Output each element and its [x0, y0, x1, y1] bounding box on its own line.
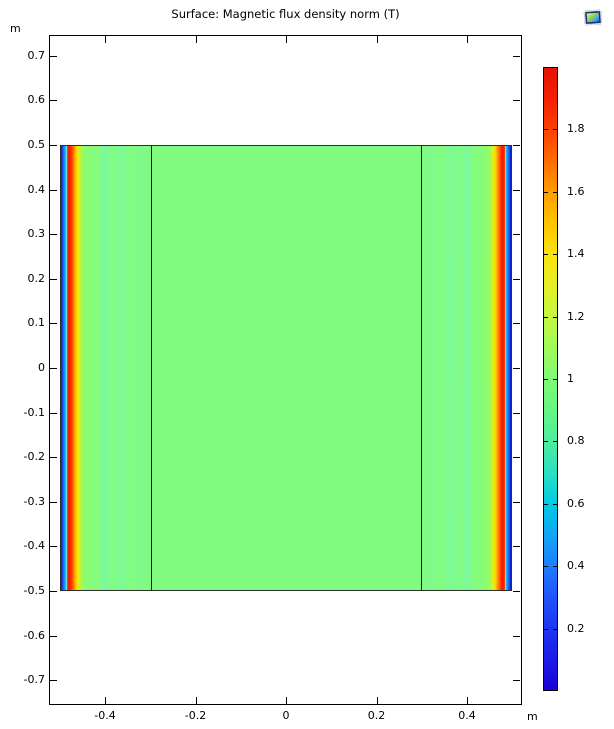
colorbar-tick	[544, 379, 548, 380]
x-axis-tick	[105, 36, 106, 43]
y-tick-label: 0.6	[27, 93, 46, 107]
y-tick-label: -0.2	[23, 450, 45, 464]
x-axis-tick	[467, 36, 468, 43]
colorbar-tick-label: 0.2	[567, 621, 585, 635]
x-tick-label: 0.2	[367, 709, 386, 722]
y-tick-label: -0.6	[23, 628, 45, 642]
y-axis-tick	[513, 100, 520, 102]
y-tick-label: 0.7	[27, 48, 46, 62]
y-axis-tick	[50, 635, 57, 637]
colorbar-tick	[544, 628, 548, 630]
colorbar-tick	[544, 254, 548, 256]
y-axis-tick	[50, 591, 57, 592]
surface-plot[interactable]	[60, 145, 512, 591]
y-tick-label: 0.2	[27, 271, 46, 285]
y-tick-label: 0.3	[27, 227, 46, 241]
colorbar-tick	[544, 129, 548, 131]
y-axis-tick	[50, 189, 57, 191]
colorbar-tick	[553, 129, 557, 131]
y-tick-label: -0.4	[23, 539, 45, 553]
x-axis-unit-label: m	[527, 710, 538, 723]
colorbar	[543, 67, 558, 691]
y-axis-tick	[513, 457, 520, 459]
colorbar-tick	[553, 503, 557, 505]
colorbar-tick-label: 1.6	[567, 184, 585, 198]
y-axis-tick	[513, 234, 520, 236]
y-axis-tick	[513, 501, 520, 503]
y-axis-tick	[50, 278, 57, 280]
y-axis-tick	[513, 680, 520, 682]
x-tick-label: -0.4	[94, 709, 116, 722]
x-tick-label: 0	[282, 709, 290, 722]
colorbar-tick-label: 0.4	[567, 559, 585, 573]
y-axis-tick	[50, 412, 57, 414]
colorbar-tick	[544, 441, 548, 443]
colorbar-tick	[544, 191, 548, 193]
y-axis-tick	[513, 368, 520, 369]
x-axis-tick	[195, 36, 197, 43]
colorbar-tick	[553, 441, 557, 443]
colorbar-tick-label: 1.2	[567, 309, 585, 323]
y-tick-label: 0.4	[27, 182, 46, 196]
y-axis-tick	[50, 680, 57, 682]
y-axis-tick	[50, 100, 57, 102]
colorbar-tick	[553, 628, 557, 630]
y-axis-tick	[50, 145, 57, 146]
colorbar-tick-label: 0.8	[567, 434, 585, 448]
colorbar-tick-label: 1.4	[567, 247, 585, 261]
inner-boundary-right	[421, 146, 422, 590]
x-axis-tick	[467, 697, 468, 704]
y-axis-tick	[513, 412, 520, 414]
y-axis-tick	[50, 546, 57, 548]
y-axis-tick	[513, 55, 520, 57]
y-axis-tick	[513, 635, 520, 637]
colorbar-tick-label: 1.8	[567, 122, 585, 136]
colorbar-tick	[553, 191, 557, 193]
y-tick-label: -0.5	[23, 584, 45, 597]
y-axis-tick	[50, 55, 57, 57]
x-axis-tick	[195, 697, 197, 704]
y-axis-tick	[513, 145, 520, 146]
y-axis-tick	[513, 189, 520, 191]
inner-boundary-left	[151, 146, 152, 590]
colorbar-tick-label: 0.6	[567, 496, 585, 510]
y-axis-tick	[50, 501, 57, 503]
y-axis-tick	[513, 323, 520, 325]
colorbar-tick	[544, 503, 548, 505]
y-tick-label: 0.1	[27, 316, 46, 330]
colorbar-tick	[544, 566, 548, 568]
y-axis-tick	[50, 234, 57, 236]
y-axis-unit-label: m	[10, 22, 21, 35]
colorbar-tick	[544, 316, 548, 318]
y-axis-tick	[50, 368, 57, 369]
x-tick-label: -0.2	[184, 709, 207, 722]
colorbar-tick	[553, 254, 557, 256]
x-tick-label: 0.4	[458, 709, 476, 722]
plot-thumbnail-icon-svg	[583, 9, 603, 26]
y-axis-tick	[50, 457, 57, 459]
plot-thumbnail-icon[interactable]	[581, 6, 605, 30]
y-axis-tick	[513, 278, 520, 280]
x-axis-tick	[376, 36, 378, 43]
colorbar-tick	[553, 316, 557, 318]
y-tick-label: -0.7	[23, 673, 45, 687]
plot-frame	[49, 35, 522, 705]
colorbar-tick	[553, 379, 557, 380]
x-axis-tick	[105, 697, 106, 704]
plot-title: Surface: Magnetic flux density norm (T)	[171, 7, 400, 21]
colorbar-tick	[553, 566, 557, 568]
x-axis-tick	[286, 697, 287, 704]
x-axis-tick	[376, 697, 378, 704]
x-axis-tick	[286, 36, 287, 43]
y-tick-label: -0.1	[23, 405, 45, 419]
y-tick-label: 0	[38, 361, 45, 374]
y-axis-tick	[50, 323, 57, 325]
y-axis-tick	[513, 546, 520, 548]
colorbar-tick-label: 1	[567, 372, 574, 385]
y-axis-tick	[513, 591, 520, 592]
y-tick-label: -0.3	[23, 494, 45, 508]
y-tick-label: 0.5	[27, 138, 46, 151]
